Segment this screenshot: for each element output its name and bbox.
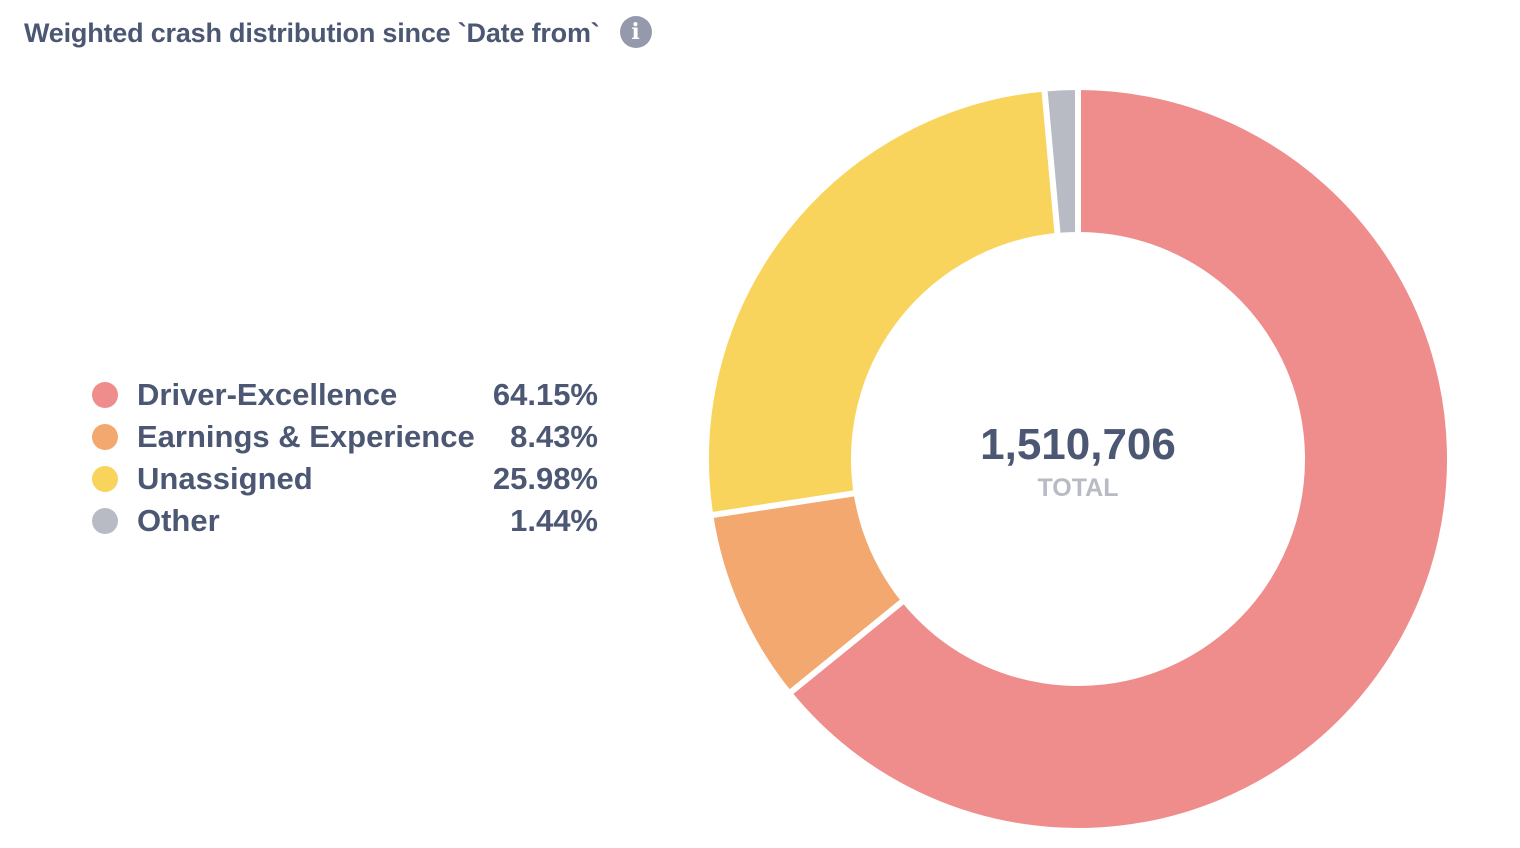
legend-item[interactable]: Unassigned 25.98% — [92, 458, 598, 500]
legend-value: 1.44% — [510, 503, 598, 538]
legend-item[interactable]: Driver-Excellence 64.15% — [92, 374, 598, 416]
chart-title: Weighted crash distribution since `Date … — [24, 18, 600, 48]
total-label: TOTAL — [1037, 474, 1118, 502]
legend-value: 25.98% — [492, 461, 598, 496]
legend-label: Earnings & Experience — [137, 419, 475, 454]
card-header: Weighted crash distribution since `Date … — [24, 15, 652, 49]
total-value: 1,510,706 — [980, 420, 1176, 469]
donut-slice[interactable] — [1041, 83, 1081, 240]
donut-slice[interactable] — [703, 85, 1062, 519]
legend-item[interactable]: Other 1.44% — [92, 500, 598, 542]
legend-label: Unassigned — [137, 461, 313, 496]
legend-label: Driver-Excellence — [137, 377, 398, 412]
info-icon[interactable]: i — [619, 15, 652, 48]
legend-value: 8.43% — [510, 419, 598, 454]
legend-dot-icon — [92, 466, 118, 492]
donut-slices — [703, 83, 1453, 834]
legend-label: Other — [137, 503, 220, 538]
legend-dot-icon — [92, 382, 118, 408]
legend-value: 64.15% — [492, 377, 598, 412]
legend-dot-icon — [92, 424, 118, 450]
donut-slice[interactable] — [784, 83, 1453, 834]
chart-legend: Driver-Excellence 64.15% Earnings & Experi… — [92, 374, 598, 542]
legend-item[interactable]: Earnings & Experience 8.43% — [92, 416, 598, 458]
legend-dot-icon — [92, 508, 118, 534]
